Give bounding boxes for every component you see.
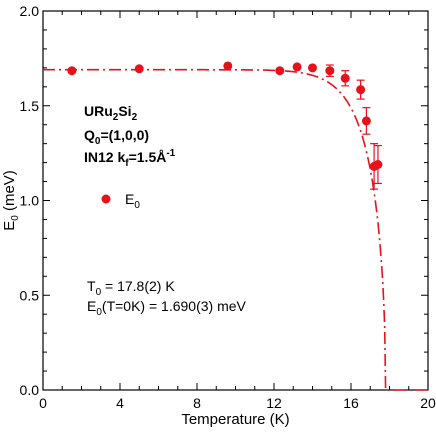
fit-curve bbox=[43, 68, 428, 391]
y-tick-label: 0.0 bbox=[20, 382, 40, 398]
legend-label: E0 bbox=[125, 191, 140, 211]
x-tick-label: 16 bbox=[343, 395, 359, 411]
plot-frame bbox=[42, 10, 429, 391]
data-point bbox=[373, 159, 383, 169]
y-tick-label: 1.0 bbox=[20, 193, 40, 209]
x-tick-label: 4 bbox=[116, 395, 124, 411]
x-tick-label: 12 bbox=[266, 395, 282, 411]
data-points bbox=[67, 61, 383, 190]
x-axis-title: Temperature (K) bbox=[181, 411, 289, 428]
instrument-label: IN12 kf=1.5Å-1 bbox=[84, 148, 176, 169]
y-tick-label: 2.0 bbox=[20, 3, 40, 19]
axis-tick-labels: 0 4 8 12 16 20 0.0 0.5 1.0 1.5 2.0 bbox=[20, 3, 436, 411]
q-vector-label: Q0=(1,0,0) bbox=[84, 127, 149, 147]
y-tick-label: 0.5 bbox=[20, 287, 40, 303]
data-point bbox=[325, 66, 335, 76]
t0-annotation: T0 = 17.8(2) K bbox=[87, 278, 175, 298]
data-point bbox=[308, 63, 317, 73]
data-point bbox=[275, 66, 285, 76]
data-point bbox=[223, 61, 233, 71]
data-point bbox=[134, 64, 144, 74]
data-point bbox=[356, 85, 366, 95]
data-point bbox=[361, 116, 371, 126]
legend: E0 bbox=[101, 191, 140, 211]
compound-label: URu2Si2 bbox=[84, 103, 138, 123]
legend-marker bbox=[101, 194, 111, 204]
y-tick-label: 1.5 bbox=[20, 98, 40, 114]
x-tick-label: 0 bbox=[39, 395, 47, 411]
y-axis-title: E0 (meV) bbox=[1, 170, 21, 231]
x-tick-label: 8 bbox=[193, 395, 201, 411]
data-point bbox=[292, 62, 302, 72]
x-tick-label: 20 bbox=[420, 395, 436, 411]
axis-ticks bbox=[42, 10, 429, 391]
e0-annotation: E0(T=0K) = 1.690(3) meV bbox=[87, 298, 247, 318]
data-point bbox=[67, 66, 77, 76]
data-point bbox=[340, 73, 350, 83]
